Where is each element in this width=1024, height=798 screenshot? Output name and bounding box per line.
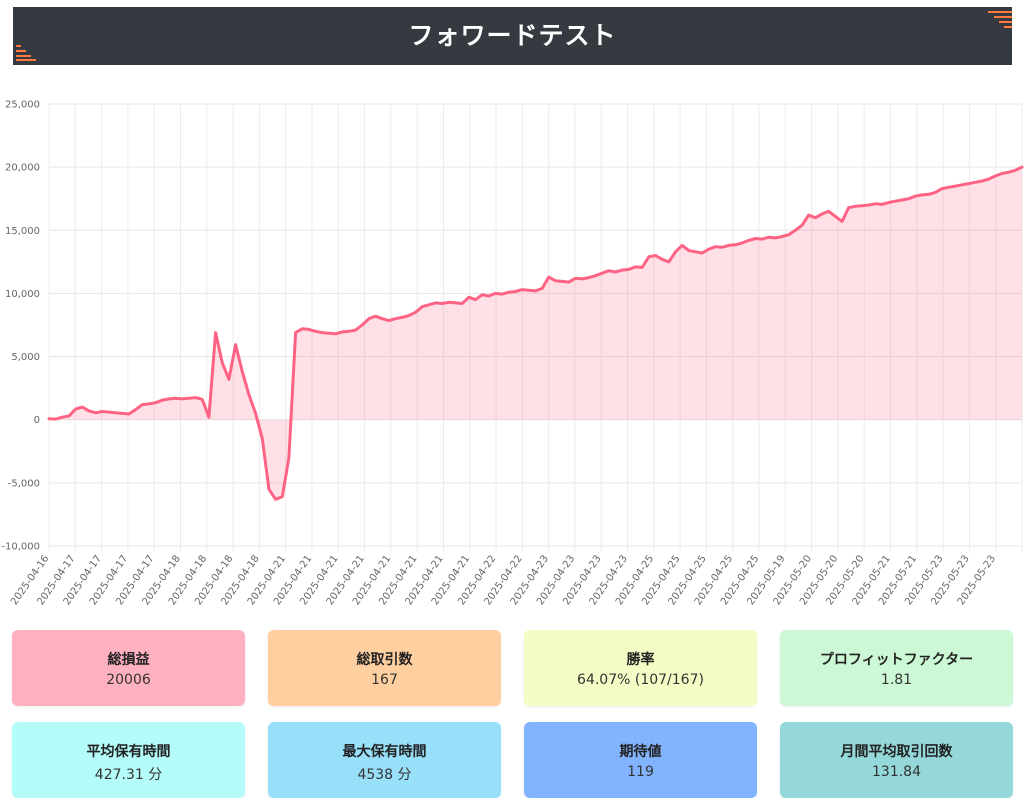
stat-value: 427.31 分 xyxy=(94,767,163,783)
corner-stripes-icon xyxy=(16,45,36,61)
y-tick-label: 15,000 xyxy=(5,226,40,237)
series-area xyxy=(49,167,1022,500)
stat-value: 167 xyxy=(371,672,398,688)
stat-card: プロフィットファクター 1.81 xyxy=(780,630,1013,706)
y-tick-label: 20,000 xyxy=(5,163,40,174)
stat-card: 期待値 119 xyxy=(524,722,757,798)
y-tick-label: -10,000 xyxy=(1,542,40,553)
y-tick-label: 5,000 xyxy=(11,352,40,363)
stat-card: 総取引数 167 xyxy=(268,630,501,706)
corner-stripes-icon xyxy=(988,11,1012,28)
stat-label: 総取引数 xyxy=(356,652,413,668)
y-tick-label: -5,000 xyxy=(8,478,40,489)
stat-label: 総損益 xyxy=(107,652,150,668)
header-bar: フォワードテスト xyxy=(13,7,1012,65)
stat-label: プロフィットファクター xyxy=(819,652,974,668)
stat-card: 最大保有時間 4538 分 xyxy=(268,722,501,798)
stat-card: 勝率 64.07% (107/167) xyxy=(524,630,757,706)
stat-card: 月間平均取引回数 131.84 xyxy=(780,722,1013,798)
page-title: フォワードテスト xyxy=(408,21,617,50)
stat-value: 64.07% (107/167) xyxy=(577,672,704,688)
stat-value: 119 xyxy=(627,764,654,780)
series-line xyxy=(47,165,1024,501)
stat-value: 4538 分 xyxy=(357,767,412,783)
y-tick-label: 25,000 xyxy=(5,100,40,111)
stat-value: 1.81 xyxy=(880,672,913,688)
stat-value: 131.84 xyxy=(872,764,921,780)
stat-value: 20006 xyxy=(106,672,151,688)
stat-label: 期待値 xyxy=(619,744,662,760)
y-tick-label: 10,000 xyxy=(5,289,40,300)
equity-chart: 25,000 20,000 15,000 10,000 5,000 0 -5,000 -10,… xyxy=(1,100,1024,607)
stat-label: 勝率 xyxy=(626,652,655,668)
y-tick-label: 0 xyxy=(34,415,40,426)
stat-label: 最大保有時間 xyxy=(342,744,427,760)
stat-card: 平均保有時間 427.31 分 xyxy=(12,722,245,798)
stat-label: 平均保有時間 xyxy=(86,744,171,760)
stat-card: 総損益 20006 xyxy=(12,630,245,706)
stat-label: 月間平均取引回数 xyxy=(840,744,953,760)
